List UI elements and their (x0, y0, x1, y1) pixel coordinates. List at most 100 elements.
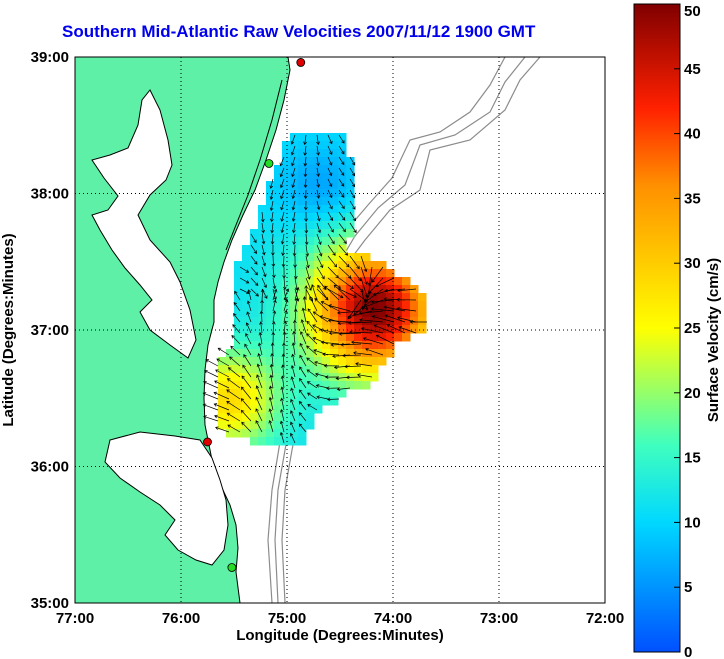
velocity-arrow (279, 167, 285, 178)
velocity-arrow (229, 356, 241, 367)
field-cell (402, 333, 411, 342)
field-cell (378, 293, 387, 302)
field-cell (346, 349, 355, 358)
velocity-arrow (305, 255, 310, 269)
velocity-arrow (234, 290, 241, 301)
field-cell (314, 269, 323, 278)
field-cell (234, 397, 243, 406)
velocity-arrow (282, 331, 287, 345)
field-cell (362, 269, 371, 278)
field-cell (386, 301, 395, 310)
field-cell (346, 213, 355, 222)
field-cell (258, 205, 267, 214)
field-cell (418, 317, 427, 326)
field-cell (290, 245, 299, 254)
field-cell (394, 309, 403, 318)
field-cell (402, 285, 411, 294)
velocity-arrow (261, 255, 267, 267)
field-cell (298, 269, 307, 278)
field-cell (258, 333, 267, 342)
velocity-arrow (290, 364, 296, 378)
field-cell (370, 349, 379, 358)
velocity-arrow (270, 211, 274, 223)
velocity-arrow (307, 392, 318, 400)
field-cell (258, 277, 267, 286)
velocity-arrow (316, 145, 320, 156)
field-cell (378, 277, 387, 286)
velocity-arrow (316, 178, 321, 188)
field-cell (378, 349, 387, 358)
velocity-arrow (303, 167, 308, 178)
field-cell (266, 357, 275, 366)
velocity-arrow (261, 277, 267, 289)
field-cell (298, 373, 307, 382)
velocity-arrow (298, 389, 307, 400)
velocity-arrow (338, 134, 345, 144)
field-cell (306, 325, 315, 334)
field-cell (330, 277, 339, 286)
velocity-arrow (291, 189, 296, 200)
field-cell (266, 421, 275, 430)
velocity-arrow (289, 432, 296, 444)
field-cell (274, 181, 283, 190)
field-cell (242, 357, 251, 366)
field-cell (354, 269, 363, 278)
velocity-arrow (316, 211, 321, 222)
velocity-arrow (293, 308, 298, 323)
velocity-arrow (271, 331, 276, 345)
velocity-arrow (271, 321, 276, 334)
velocity-arrow (292, 330, 296, 345)
station-marker (296, 58, 306, 67)
field-cell (258, 245, 267, 254)
velocity-arrow (257, 353, 263, 367)
field-cell (322, 349, 331, 358)
field-cell (322, 165, 331, 174)
field-cell (314, 253, 323, 262)
field-cell (218, 413, 227, 422)
velocity-arrow (294, 286, 300, 301)
velocity-arrow (269, 178, 274, 189)
field-cell (274, 333, 283, 342)
field-cell (314, 205, 323, 214)
field-cell (346, 357, 355, 366)
field-cell (378, 357, 387, 366)
field-cell (242, 405, 251, 414)
velocity-arrow (227, 367, 241, 378)
field-cell (314, 365, 323, 374)
field-cell (402, 317, 411, 326)
colorbar-ticks: 0 5 10 15 20 25 30 35 40 45 50 (674, 3, 701, 659)
field-cell (234, 357, 243, 366)
field-cell (354, 333, 363, 342)
field-cell (242, 421, 251, 430)
velocity-arrow (327, 277, 342, 289)
field-cell (322, 357, 331, 366)
velocity-arrow (322, 352, 340, 357)
field-cell (250, 349, 259, 358)
field-cell (306, 421, 315, 430)
field-cell (362, 381, 371, 390)
field-cell (298, 333, 307, 342)
field-cell (354, 253, 363, 262)
field-cell (402, 309, 411, 318)
velocity-arrow (202, 403, 219, 411)
velocity-arrow (291, 211, 296, 222)
field-cell (250, 429, 259, 438)
field-cell (274, 245, 283, 254)
field-cell (378, 269, 387, 278)
velocity-arrow (281, 364, 285, 378)
velocity-arrow (409, 320, 428, 324)
field-cell (378, 333, 387, 342)
field-cell (250, 285, 259, 294)
velocity-arrow (360, 255, 368, 273)
velocity-arrow (396, 297, 417, 302)
field-cell (234, 317, 243, 326)
field-cell (338, 229, 347, 238)
field-cell (306, 157, 315, 166)
field-cell (282, 149, 291, 158)
field-cell (306, 229, 315, 238)
field-cell (274, 349, 283, 358)
velocity-arrow (316, 156, 320, 167)
velocity-arrow (250, 233, 257, 244)
field-cell (250, 437, 259, 446)
field-cell (306, 317, 315, 326)
